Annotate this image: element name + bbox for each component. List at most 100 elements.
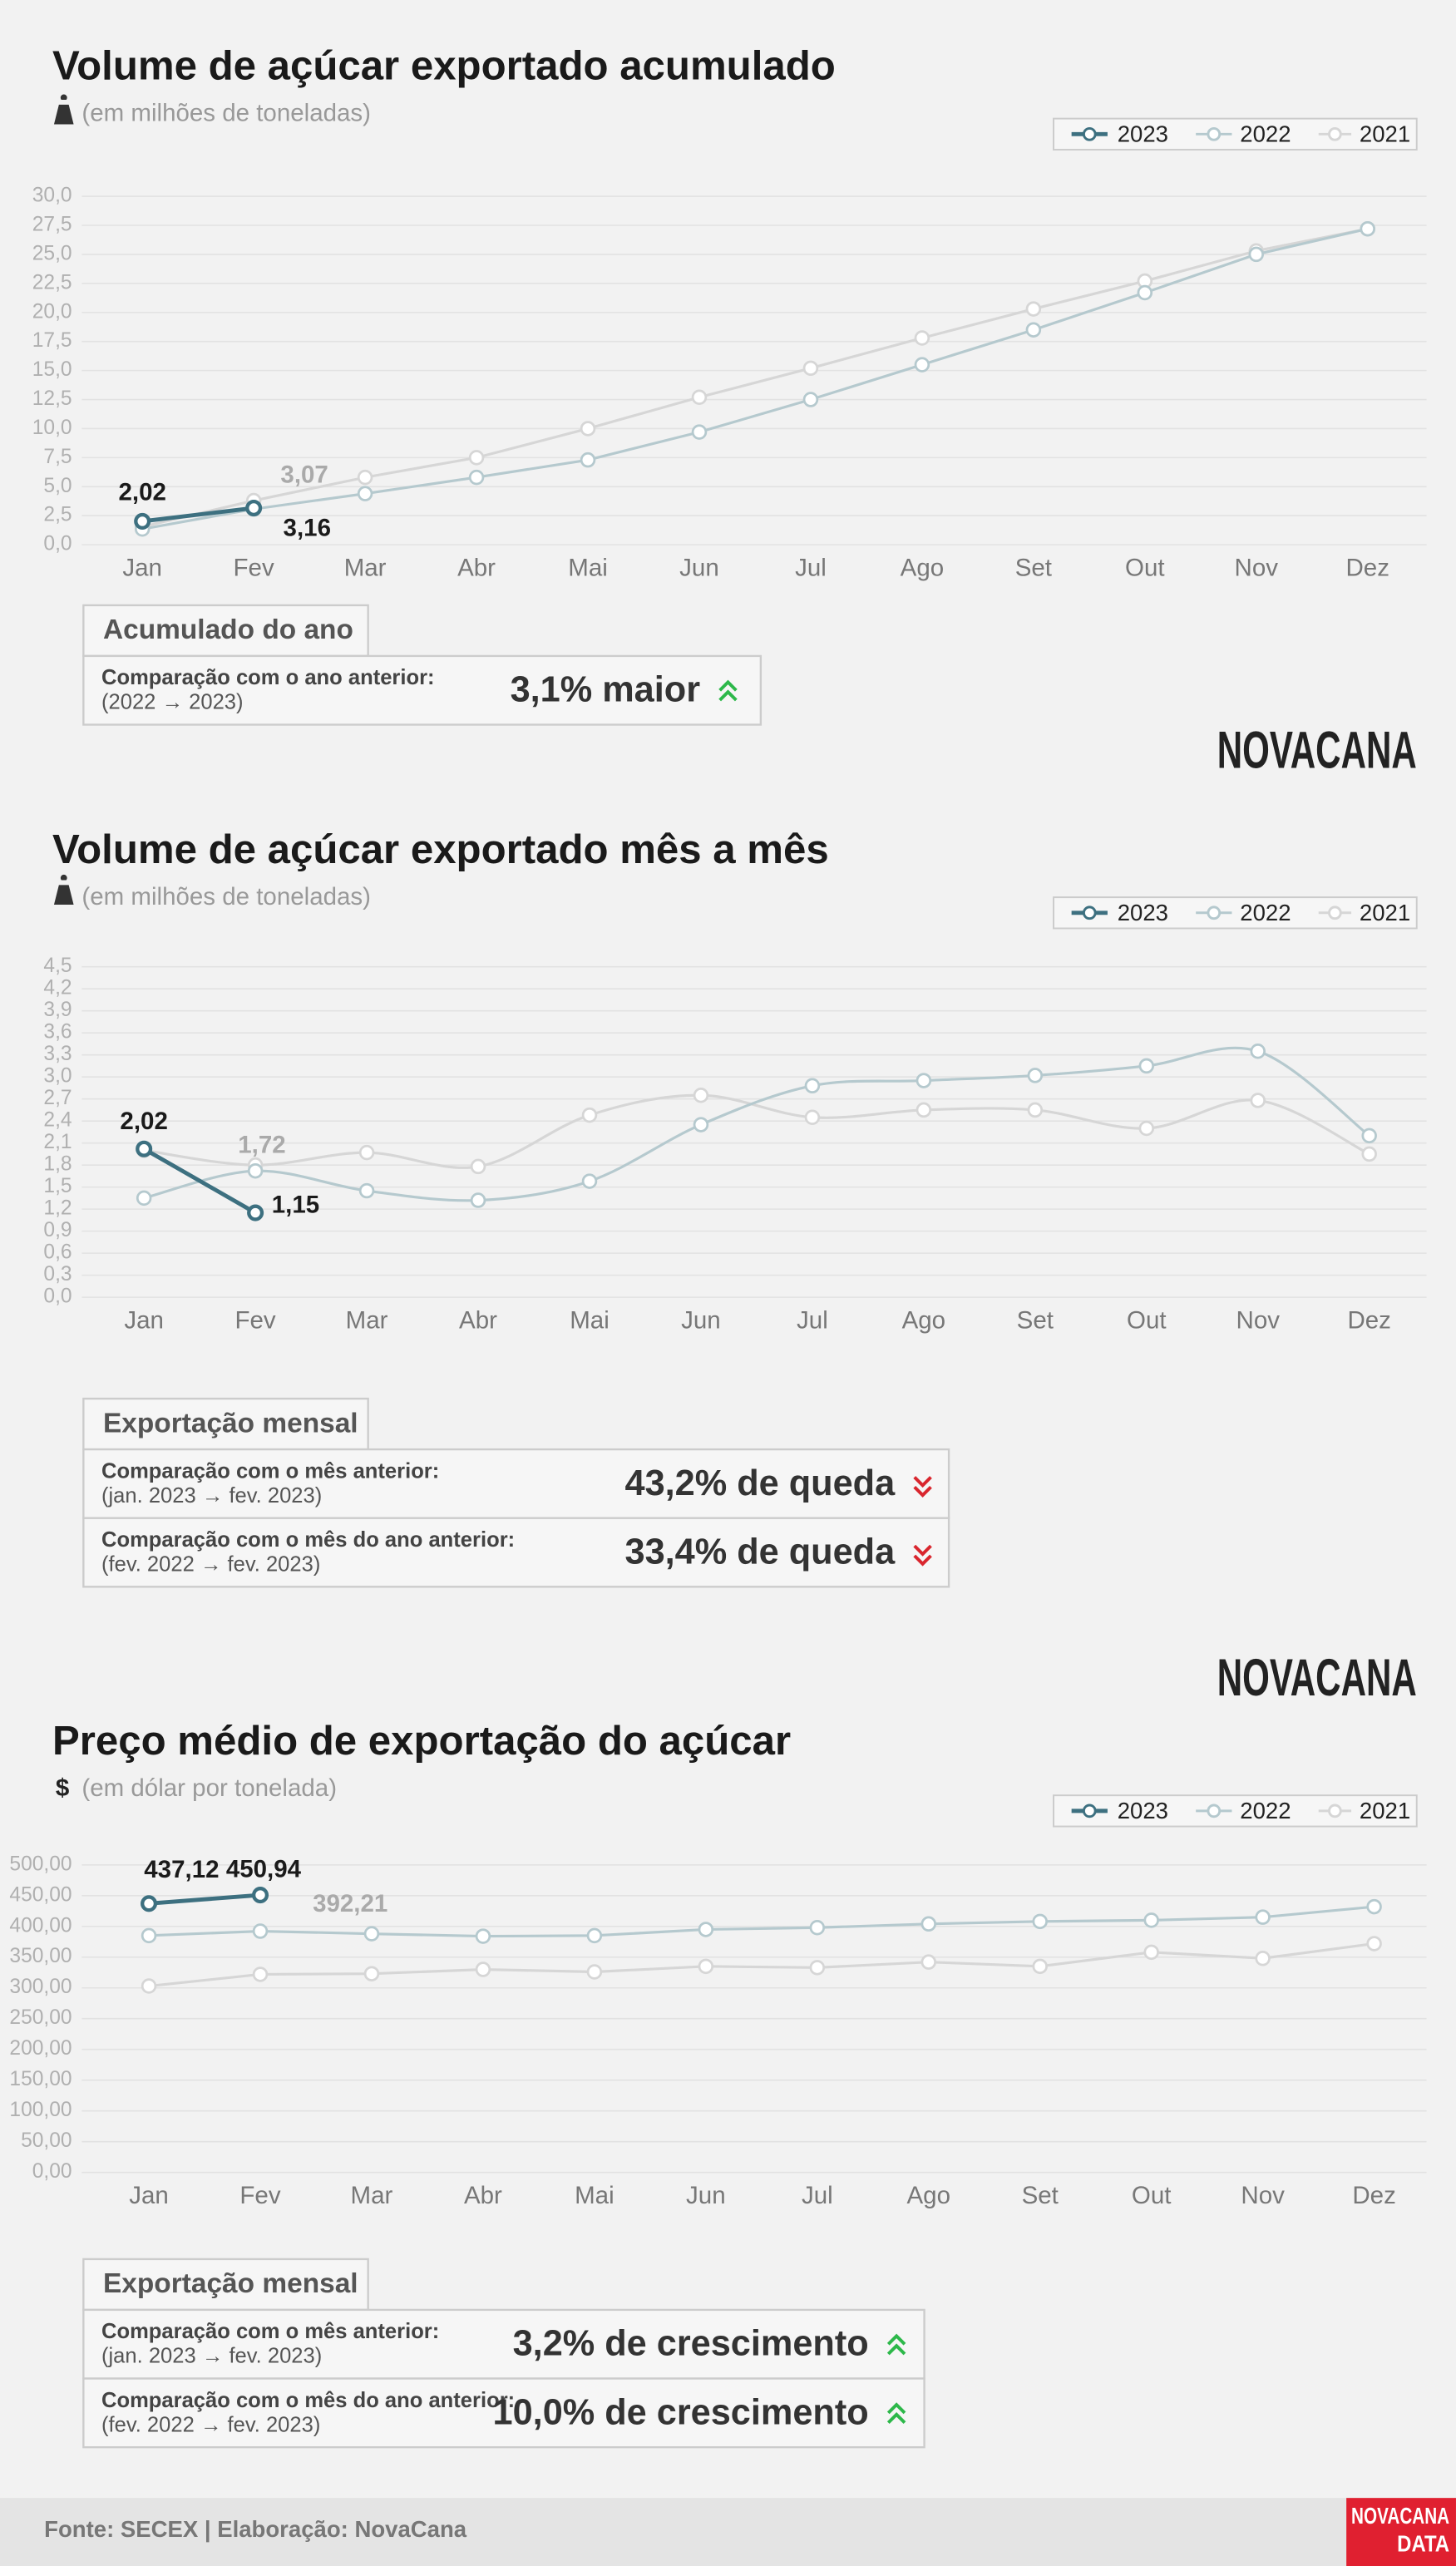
- y-tick-label: 2,4: [43, 1109, 72, 1132]
- y-tick-label: 0,3: [43, 1263, 72, 1285]
- badge: [1346, 2498, 1456, 2566]
- legend-box: [1053, 117, 1418, 151]
- point: [252, 1923, 269, 1939]
- point: [363, 1966, 380, 1981]
- legend-marker: [1328, 1804, 1342, 1818]
- point: [251, 1887, 269, 1904]
- x-tick-label: Abr: [457, 554, 496, 581]
- x-tick-label: Mai: [568, 554, 608, 581]
- point: [580, 452, 596, 468]
- point: [468, 469, 485, 486]
- data-label: 3,16: [284, 514, 331, 541]
- data-label: 392,21: [313, 1890, 387, 1917]
- row-result: 33,4% de queda: [625, 1532, 896, 1572]
- row-result: 3,1% maior: [511, 670, 701, 710]
- point: [141, 1895, 158, 1912]
- y-tick-label: 0,0: [43, 1285, 72, 1308]
- x-tick-label: Jul: [802, 2182, 833, 2209]
- series-line: [141, 506, 254, 524]
- point: [475, 1962, 491, 1977]
- point: [1138, 1058, 1155, 1074]
- x-tick-label: Mar: [351, 2182, 393, 2209]
- y-tick-label: 0,0: [43, 533, 72, 555]
- row-label: Comparação com o mês do ano anterior:: [101, 1528, 515, 1552]
- x-tick-label: Jun: [686, 2182, 726, 2209]
- y-tick-label: 100,00: [9, 2099, 72, 2121]
- legend-label: 2023: [1118, 121, 1168, 147]
- legend-marker: [1082, 906, 1097, 920]
- legend-label: 2022: [1240, 1798, 1291, 1823]
- trend-chevron: [913, 1554, 932, 1567]
- logo: NOVACANA: [1217, 1649, 1417, 1707]
- legend-label: 2022: [1240, 121, 1291, 147]
- point: [691, 424, 708, 440]
- trend-chevron: [718, 679, 738, 692]
- x-tick-label: Mai: [575, 2182, 614, 2209]
- legend-marker: [1328, 906, 1342, 920]
- y-tick-label: 22,5: [32, 271, 72, 294]
- point: [914, 330, 930, 346]
- point: [1025, 322, 1042, 338]
- y-tick-label: 2,1: [43, 1131, 72, 1153]
- data-label: 1,72: [238, 1132, 285, 1159]
- point: [1248, 246, 1265, 263]
- point: [1360, 220, 1375, 237]
- y-tick-label: 50,00: [21, 2129, 72, 2152]
- x-tick-label: Fev: [235, 1306, 276, 1334]
- point: [802, 360, 819, 377]
- point: [693, 1117, 709, 1132]
- trend-chevron: [718, 689, 738, 702]
- series-line: [148, 1892, 261, 1906]
- point: [1366, 1898, 1382, 1915]
- y-tick-label: 2,5: [43, 504, 72, 526]
- point: [809, 1919, 826, 1936]
- trend-chevron: [886, 2412, 906, 2425]
- panel-tab: [82, 1397, 369, 1451]
- point: [1143, 1944, 1159, 1961]
- point: [693, 1088, 709, 1103]
- footer-band: [0, 2498, 1456, 2566]
- point: [358, 1144, 375, 1161]
- x-tick-label: Jan: [129, 2182, 169, 2209]
- chart-title: Preço médio de exportação do açúcar: [52, 1718, 791, 1764]
- y-tick-label: 0,6: [43, 1241, 72, 1264]
- x-tick-label: Jan: [122, 554, 162, 581]
- panel-row: [82, 1448, 950, 1519]
- x-tick-label: Mar: [346, 1306, 388, 1334]
- x-tick-label: Fev: [234, 554, 274, 581]
- weight-icon: [53, 94, 74, 125]
- y-tick-label: 7,5: [43, 446, 72, 468]
- legend-label: 2021: [1360, 1798, 1410, 1823]
- point: [916, 1102, 932, 1118]
- point: [357, 469, 373, 486]
- data-label: 1,15: [272, 1191, 319, 1218]
- point: [1027, 1102, 1044, 1118]
- logo: NOVACANA: [1217, 722, 1417, 780]
- point: [586, 1964, 603, 1980]
- trend-chevron: [886, 2333, 906, 2346]
- panel-row: [82, 2377, 925, 2449]
- point: [809, 1960, 826, 1976]
- y-tick-label: 4,2: [43, 977, 72, 999]
- x-tick-label: Set: [1015, 554, 1052, 581]
- y-tick-label: 0,9: [43, 1219, 72, 1241]
- chart-title: Volume de açúcar exportado mês a mês: [52, 827, 829, 872]
- y-tick-label: 30,0: [32, 185, 72, 207]
- y-tick-label: 15,0: [32, 358, 72, 381]
- y-tick-label: 4,5: [43, 955, 72, 977]
- panel-row: [82, 1517, 950, 1588]
- row-period: (jan. 2023 → fev. 2023): [101, 1484, 322, 1508]
- x-tick-label: Set: [1022, 2182, 1059, 2209]
- point: [358, 1182, 375, 1199]
- data-label: 437,12: [144, 1856, 219, 1883]
- badge-text: DATA: [1397, 2530, 1449, 2556]
- point: [136, 1190, 152, 1207]
- point: [586, 1927, 603, 1944]
- legend-label: 2021: [1360, 121, 1410, 147]
- x-tick-label: Ago: [907, 2182, 950, 2209]
- trend-chevron: [913, 1485, 932, 1498]
- legend-label: 2022: [1240, 900, 1291, 925]
- row-label: Comparação com o ano anterior:: [101, 666, 435, 689]
- point: [802, 392, 819, 407]
- x-tick-label: Set: [1017, 1306, 1054, 1334]
